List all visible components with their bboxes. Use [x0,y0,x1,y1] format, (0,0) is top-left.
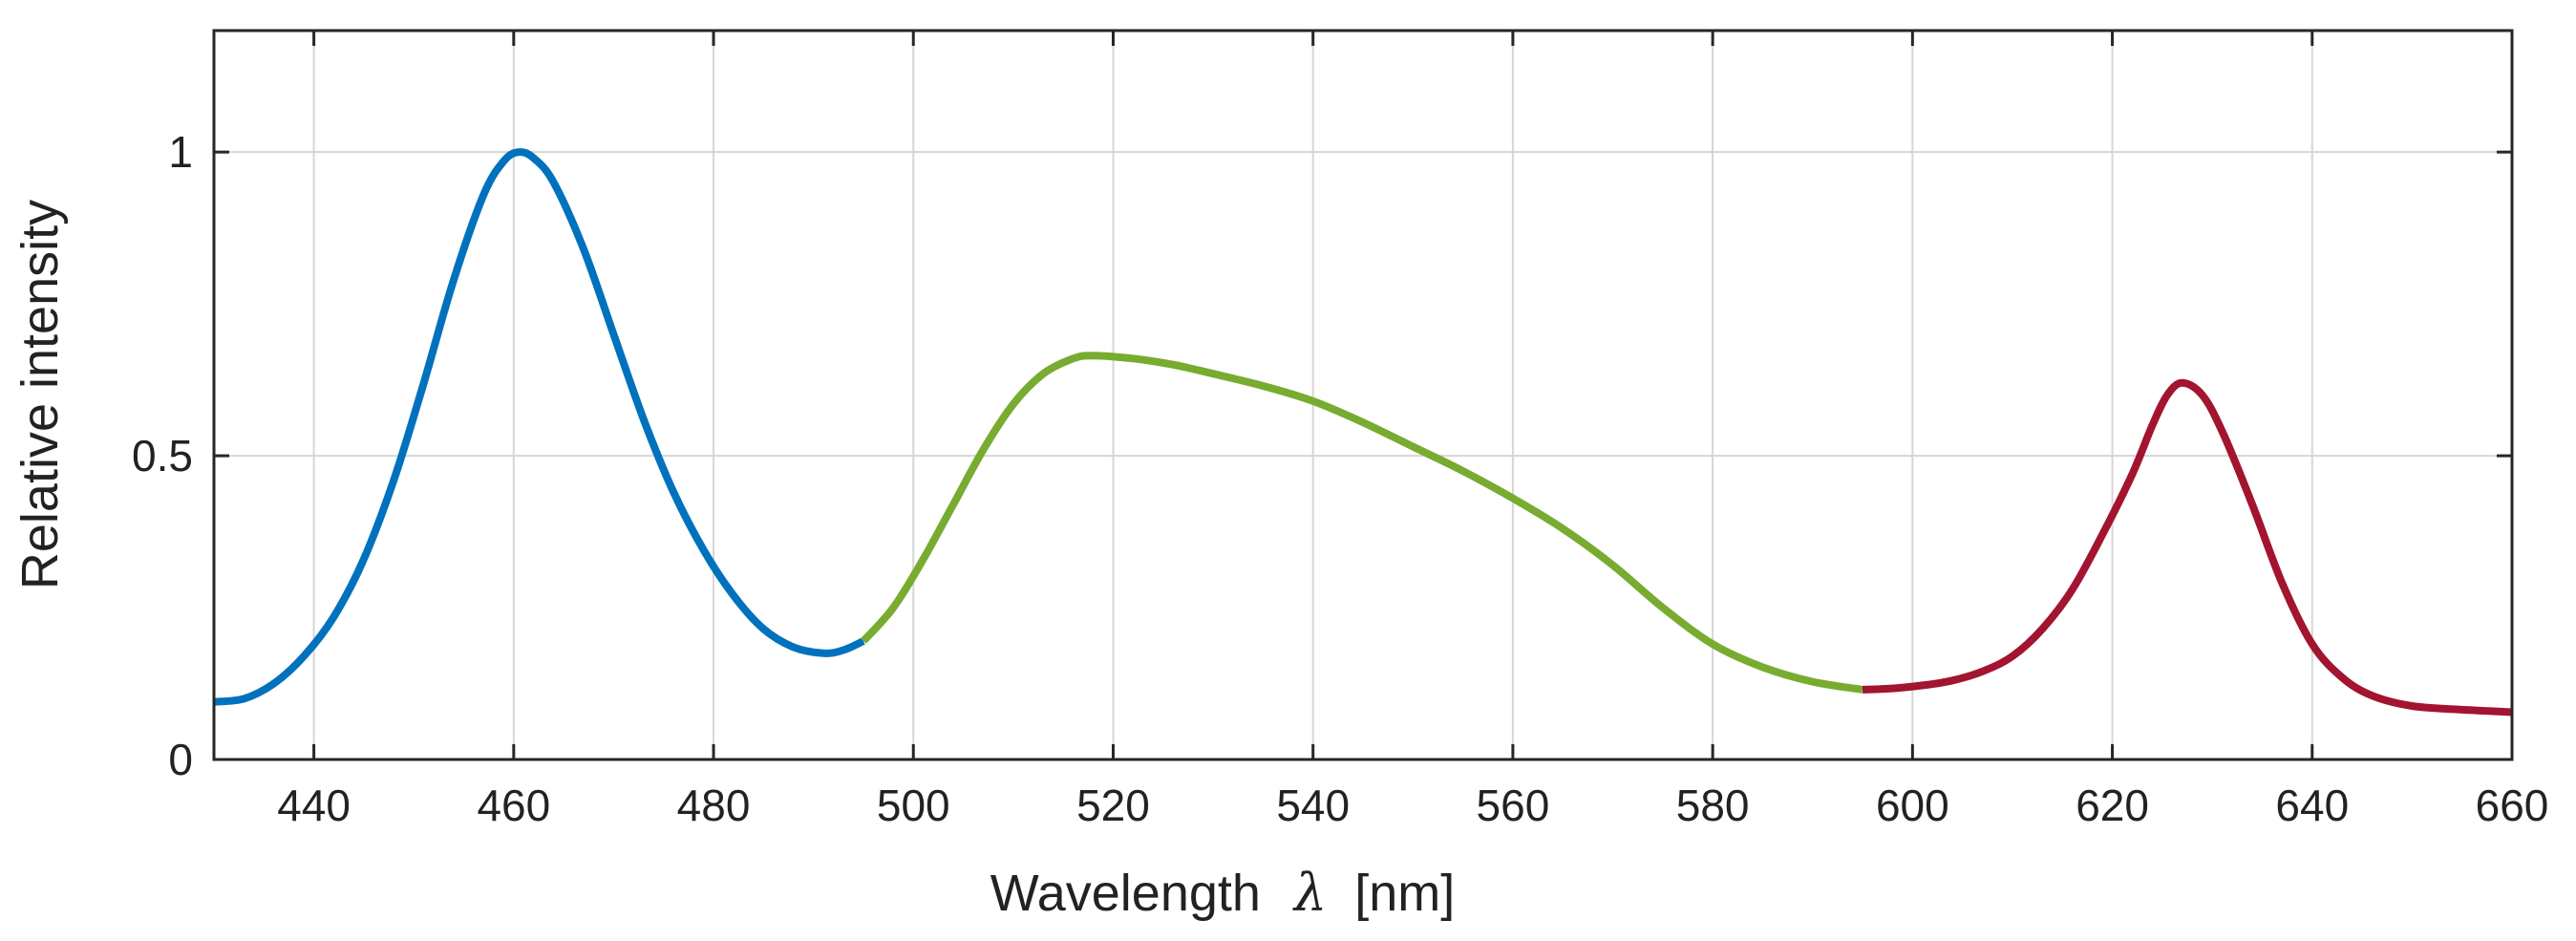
y-tick-label: 0.5 [132,431,193,481]
x-tick-label: 660 [2476,781,2549,830]
x-axis-label: Wavelength λ [nm] [990,863,1455,923]
y-tick-labels: 00.51 [132,127,193,784]
x-tick-label: 620 [2076,781,2149,830]
x-tick-label: 500 [877,781,950,830]
plot-frame [212,29,2514,761]
series-line-red [1862,378,2513,716]
x-tick-label: 540 [1276,781,1350,830]
x-tick-label: 580 [1676,781,1750,830]
x-axis-label-text: Wavelength [990,865,1261,922]
y-tick-label: 0 [168,735,193,784]
x-tick-label: 460 [477,781,550,830]
x-tick-label: 560 [1477,781,1550,830]
x-tick-label: 520 [1076,781,1150,830]
x-axis-label-symbol: λ [1292,863,1327,923]
series-line-green [861,352,1863,694]
series-lines [213,148,2513,716]
x-axis-label-unit: [nm] [1354,865,1455,922]
axis-ticks [214,31,2514,761]
x-tick-label: 440 [277,781,351,830]
y-axis-label: Relative intensity [11,200,69,589]
series-line-blue [213,148,865,706]
x-tick-label: 480 [677,781,751,830]
x-tick-label: 600 [1876,781,1949,830]
x-tick-label: 640 [2275,781,2349,830]
y-tick-label: 1 [168,127,193,177]
x-tick-labels: 440 460 480 500 520 540 560 580 600 620 640 660 [277,781,2548,830]
